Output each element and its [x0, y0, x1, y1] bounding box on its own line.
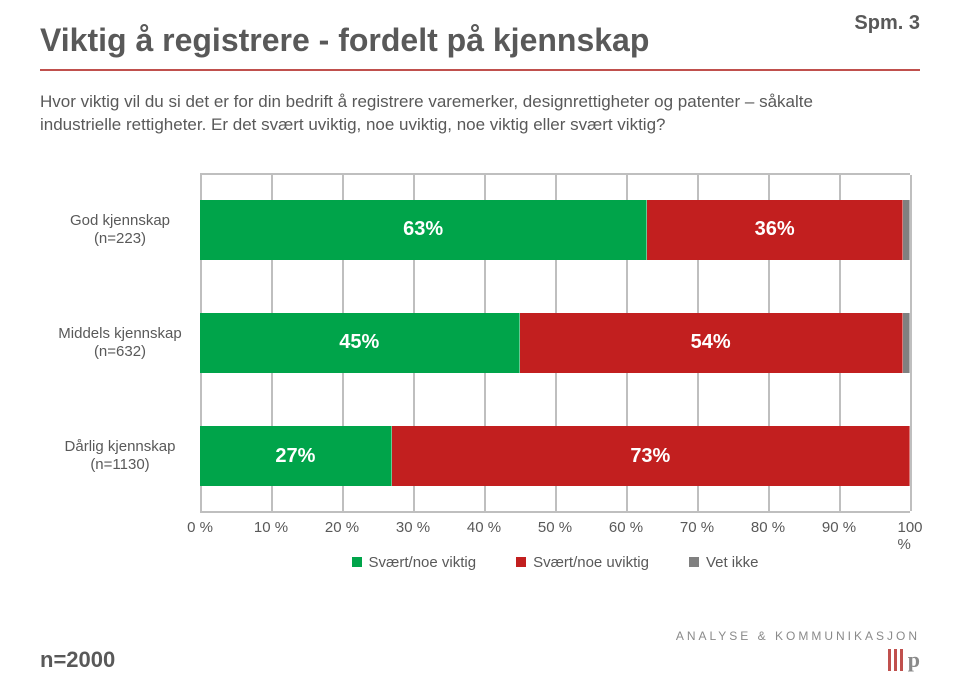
page-title: Viktig å registrere - fordelt på kjennsk… — [40, 22, 920, 59]
category-label-line2: (n=223) — [94, 230, 146, 247]
chart-bar-value-label: 73% — [630, 445, 670, 468]
chart-bar-segment: 45% — [200, 313, 520, 373]
chart-x-tick-label: 70 % — [680, 519, 714, 536]
chart-bar-segment: 54% — [520, 313, 903, 373]
chart-bar: 27% 73% — [200, 426, 910, 486]
chart-legend-item: Vet ikke — [689, 554, 759, 571]
chart-legend-item: Svært/noe uviktig — [516, 554, 649, 571]
chart-x-tick-label: 50 % — [538, 519, 572, 536]
category-label-line2: (n=632) — [94, 343, 146, 360]
chart-bar-value-label: 54% — [691, 331, 731, 354]
chart-bar-value-label: 63% — [403, 218, 443, 241]
brand-text: ANALYSE & KOMMUNIKASJON — [676, 629, 920, 643]
chart-legend-item: Svært/noe viktig — [352, 554, 477, 571]
chart-category-label: God kjennskap(n=223) — [50, 212, 190, 248]
legend-label: Svært/noe uviktig — [533, 554, 649, 571]
chart-bar-segment — [903, 313, 910, 373]
legend-label: Svært/noe viktig — [369, 554, 477, 571]
logo-letter: p — [908, 647, 920, 673]
chart-bar-segment: 73% — [392, 426, 910, 486]
chart-category-label: Middels kjennskap(n=632) — [50, 325, 190, 361]
legend-swatch-icon — [689, 557, 699, 567]
chart-x-tick-label: 80 % — [751, 519, 785, 536]
chart-x-tick-label: 100 % — [897, 519, 922, 553]
logo-stripe-icon — [900, 649, 903, 671]
slide: Spm. 3 Viktig å registrere - fordelt på … — [0, 0, 960, 687]
stacked-bar-chart: 0 %10 %20 %30 %40 %50 %60 %70 %80 %90 %1… — [50, 173, 910, 553]
legend-label: Vet ikke — [706, 554, 759, 571]
logo-stripe-icon — [894, 649, 897, 671]
category-label-line1: God kjennskap — [70, 212, 170, 229]
chart-gridline — [910, 175, 912, 511]
chart-x-tick-label: 0 % — [187, 519, 213, 536]
title-rule — [40, 69, 920, 71]
chart-bar-value-label: 36% — [755, 218, 795, 241]
category-label-line1: Middels kjennskap — [58, 325, 181, 342]
chart-x-tick-label: 40 % — [467, 519, 501, 536]
chart-bar-segment: 27% — [200, 426, 392, 486]
chart-bar-value-label: 27% — [275, 445, 315, 468]
chart-x-axis: 0 %10 %20 %30 %40 %50 %60 %70 %80 %90 %1… — [200, 519, 910, 539]
chart-x-tick-label: 90 % — [822, 519, 856, 536]
question-text: Hvor viktig vil du si det er for din bed… — [40, 91, 820, 137]
chart-bar-segment — [903, 200, 910, 260]
chart-x-tick-label: 30 % — [396, 519, 430, 536]
chart-x-tick-label: 60 % — [609, 519, 643, 536]
chart-legend: Svært/noe viktig Svært/noe uviktig Vet ikk… — [200, 554, 910, 571]
chart-bar-segment: 36% — [647, 200, 903, 260]
brand-logo: p — [888, 647, 920, 673]
legend-swatch-icon — [352, 557, 362, 567]
legend-swatch-icon — [516, 557, 526, 567]
chart-bar-segment: 63% — [200, 200, 647, 260]
brand-block: ANALYSE & KOMMUNIKASJON p — [676, 629, 920, 673]
chart-bar-value-label: 45% — [339, 331, 379, 354]
logo-stripe-icon — [888, 649, 891, 671]
footer: n=2000 ANALYSE & KOMMUNIKASJON p — [40, 629, 920, 673]
chart-category-label: Dårlig kjennskap(n=1130) — [50, 438, 190, 474]
category-label-line1: Dårlig kjennskap — [65, 438, 176, 455]
chart-bar: 45% 54% — [200, 313, 910, 373]
chart-x-tick-label: 20 % — [325, 519, 359, 536]
chart-bar: 63% 36% — [200, 200, 910, 260]
sample-size-label: n=2000 — [40, 647, 115, 673]
chart-x-tick-label: 10 % — [254, 519, 288, 536]
question-number: Spm. 3 — [854, 12, 920, 35]
category-label-line2: (n=1130) — [90, 456, 149, 473]
